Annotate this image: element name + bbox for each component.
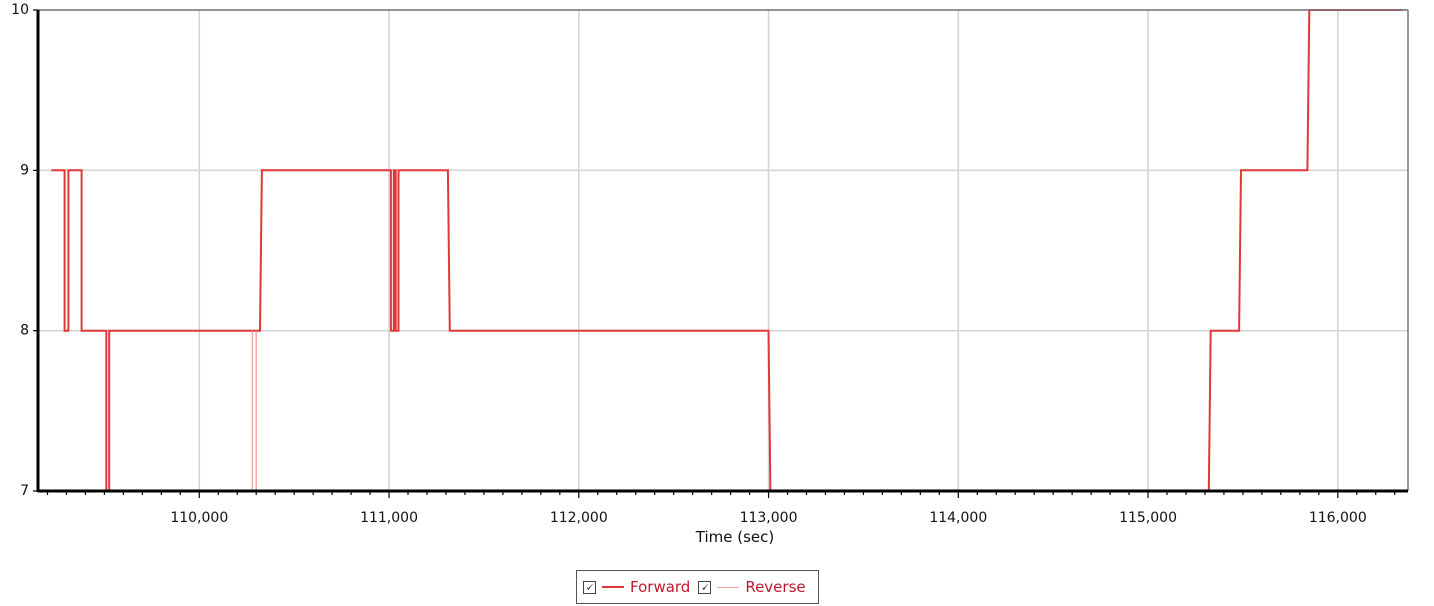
x-tick-label: 112,000 xyxy=(550,510,608,526)
series-layer xyxy=(51,9,1403,492)
axes xyxy=(33,9,1409,498)
legend-label-reverse: Reverse xyxy=(745,578,806,596)
y-tick-label: 7 xyxy=(20,483,29,499)
x-tick-label: 116,000 xyxy=(1309,510,1367,526)
x-tick-label: 110,000 xyxy=(170,510,228,526)
x-tick-label: 115,000 xyxy=(1119,510,1177,526)
grid xyxy=(38,9,1408,492)
y-tick-label: 10 xyxy=(11,2,29,18)
series-line-reverse xyxy=(251,330,257,492)
series-line-forward xyxy=(51,9,1403,492)
legend-swatch-reverse xyxy=(717,586,740,588)
legend-swatch-forward xyxy=(602,586,624,588)
x-tick-label: 113,000 xyxy=(740,510,798,526)
y-tick-label: 8 xyxy=(20,323,29,339)
x-tick-label: 114,000 xyxy=(929,510,987,526)
legend-label-forward: Forward xyxy=(630,578,691,596)
checkbox-icon[interactable]: 🗸 xyxy=(698,580,712,594)
tick-labels: 7 8 9 10 110,000 111,000 112,000 113,000 114,000… xyxy=(11,2,1367,526)
y-tick-label: 9 xyxy=(20,162,29,178)
x-axis-title: Time (sec) xyxy=(695,528,774,546)
legend: 🗸 Forward 🗸 Reverse xyxy=(576,570,819,604)
legend-item-forward[interactable]: 🗸 Forward xyxy=(583,578,690,596)
legend-item-reverse[interactable]: 🗸 Reverse xyxy=(698,578,806,596)
checkbox-icon[interactable]: 🗸 xyxy=(583,580,596,594)
x-tick-label: 111,000 xyxy=(360,510,418,526)
